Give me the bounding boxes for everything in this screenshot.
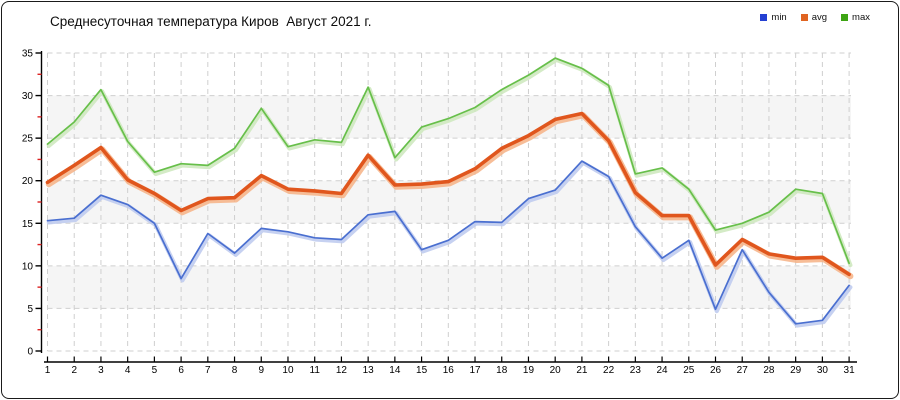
svg-text:20: 20 <box>550 365 562 376</box>
y-axis: 0 5 10 15 20 25 30 35 <box>22 49 43 358</box>
svg-text:16: 16 <box>443 365 455 376</box>
avg-series-swatch-icon <box>800 14 808 21</box>
legend-label: max <box>852 12 870 23</box>
svg-text:2: 2 <box>71 365 77 376</box>
svg-text:26: 26 <box>710 365 722 376</box>
series-avg <box>45 111 854 280</box>
svg-text:7: 7 <box>205 365 211 376</box>
svg-text:17: 17 <box>469 365 481 376</box>
svg-text:27: 27 <box>737 365 749 376</box>
svg-text:3: 3 <box>98 365 104 376</box>
svg-text:18: 18 <box>496 365 508 376</box>
legend-item-avg[interactable]: avg <box>800 12 828 23</box>
legend-label: avg <box>811 12 828 23</box>
legend-label: min <box>771 12 787 23</box>
min-series-swatch-icon <box>760 14 768 21</box>
svg-text:25: 25 <box>683 365 695 376</box>
max-series-swatch-icon <box>841 14 849 21</box>
svg-text:29: 29 <box>790 365 802 376</box>
svg-text:24: 24 <box>656 365 668 376</box>
svg-text:22: 22 <box>603 365 615 376</box>
chart-title: Среднесуточная температура Киров Август … <box>50 14 372 29</box>
svg-text:21: 21 <box>576 365 588 376</box>
svg-text:8: 8 <box>232 365 238 376</box>
svg-text:35: 35 <box>22 49 34 60</box>
svg-text:31: 31 <box>844 365 856 376</box>
svg-text:20: 20 <box>22 176 34 187</box>
svg-text:0: 0 <box>27 347 33 358</box>
svg-text:15: 15 <box>22 219 34 230</box>
svg-text:10: 10 <box>22 261 34 272</box>
x-axis: 1 2 3 4 5 6 7 8 9 10 11 12 13 14 15 16 17 18 19 20 21 22 23 24 2… <box>44 356 857 376</box>
svg-text:5: 5 <box>152 365 158 376</box>
legend-item-max[interactable]: max <box>841 12 870 23</box>
svg-text:12: 12 <box>336 365 348 376</box>
svg-text:25: 25 <box>22 134 34 145</box>
svg-text:9: 9 <box>258 365 264 376</box>
svg-text:13: 13 <box>363 365 375 376</box>
legend-item-min[interactable]: min <box>760 12 787 23</box>
svg-text:11: 11 <box>310 365 321 376</box>
svg-text:14: 14 <box>389 365 401 376</box>
svg-text:4: 4 <box>125 365 131 376</box>
series-max <box>46 57 853 268</box>
svg-text:10: 10 <box>282 365 294 376</box>
svg-text:1: 1 <box>45 365 51 376</box>
svg-text:28: 28 <box>763 365 775 376</box>
legend: min avg max <box>760 12 870 23</box>
svg-text:19: 19 <box>523 365 535 376</box>
svg-text:15: 15 <box>416 365 428 376</box>
svg-text:23: 23 <box>630 365 642 376</box>
series-min <box>46 160 853 328</box>
svg-text:5: 5 <box>27 304 33 315</box>
svg-text:30: 30 <box>22 91 34 102</box>
svg-text:6: 6 <box>178 365 184 376</box>
svg-text:30: 30 <box>817 365 829 376</box>
